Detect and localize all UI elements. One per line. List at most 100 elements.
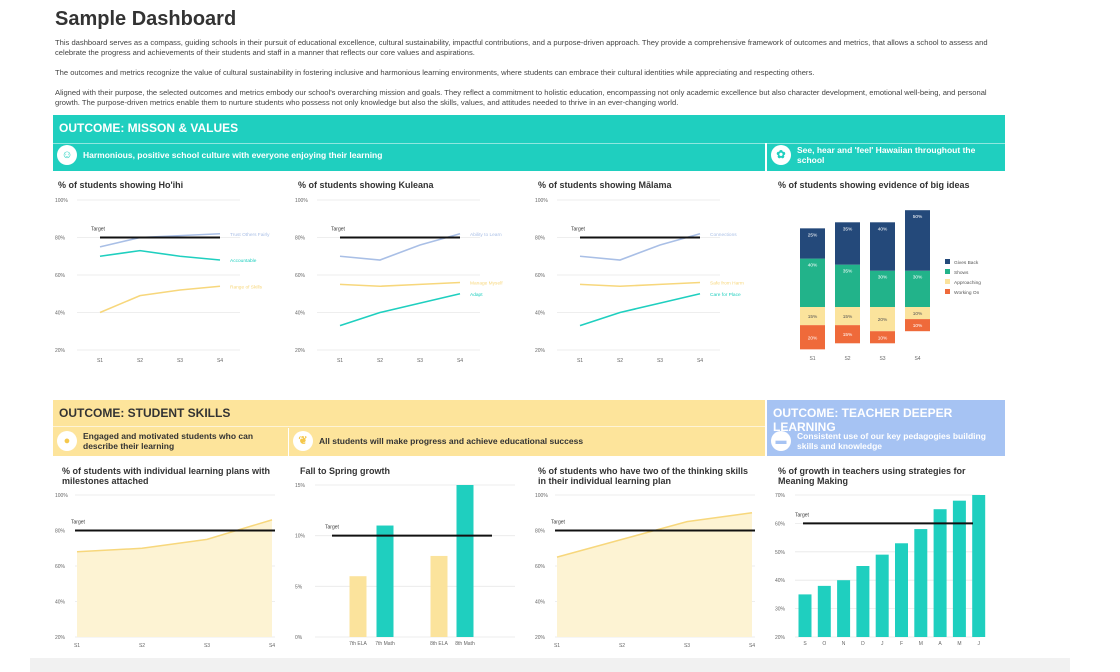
data-label: 15% — [843, 314, 853, 320]
x-tick-label: S2 — [139, 643, 145, 649]
y-tick-label: 0% — [295, 635, 303, 641]
target-label: Target — [551, 520, 566, 526]
x-tick-label: M — [957, 641, 961, 647]
subgoal-text: See, hear and 'feel' Hawaiian throughout… — [797, 145, 976, 165]
x-tick-label: J — [977, 641, 980, 647]
hoihi-chart: 20% 40% 60% 80% 100% Trust Others Fairly Accou… — [55, 198, 270, 364]
data-label: 25% — [808, 232, 818, 238]
y-tick-label: 60% — [535, 564, 546, 570]
y-tick-label: 15% — [295, 483, 306, 489]
x-tick-label: S1 — [554, 643, 560, 649]
bar-segment — [835, 325, 860, 344]
data-label: 10% — [913, 323, 923, 329]
target-label: Target — [571, 227, 586, 233]
subgoal-hawaiian: ✿ See, hear and 'feel' Hawaiian througho… — [771, 145, 1001, 165]
x-tick-label: S1 — [337, 358, 343, 364]
legend-label: Shows — [954, 270, 969, 276]
y-tick-label: 5% — [295, 584, 303, 590]
outcome-teacher-band: OUTCOME: TEACHER DEEPER LEARNING ▬ Consi… — [767, 400, 1005, 456]
data-label: 35% — [843, 269, 853, 275]
chart-title: % of students with individual learning p… — [62, 466, 271, 486]
series-label: Adapt — [470, 292, 483, 298]
y-tick-label: 20% — [55, 635, 66, 641]
intro-paragraph: Aligned with their purpose, the selected… — [55, 88, 987, 107]
x-tick-label: S2 — [137, 358, 143, 364]
bar — [914, 529, 928, 637]
x-tick-label: 8th ELA — [430, 641, 448, 647]
legend-swatch — [945, 269, 950, 274]
x-tick-label: S3 — [684, 643, 690, 649]
y-tick-label: 60% — [775, 521, 786, 527]
bar — [972, 495, 986, 637]
outcome-skills-band: OUTCOME: STUDENT SKILLS ● Engaged and mo… — [53, 400, 765, 456]
data-label: 20% — [878, 317, 888, 323]
y-tick-label: 40% — [535, 600, 546, 606]
series-label: Range of Skills — [230, 284, 263, 290]
data-label: 50% — [913, 214, 923, 220]
x-tick-label: S3 — [417, 358, 423, 364]
x-tick-label: S1 — [577, 358, 583, 364]
bar — [837, 580, 851, 637]
bar — [430, 555, 448, 637]
chart-title: % of students showing evidence of big id… — [778, 180, 970, 190]
bar-segment — [905, 307, 930, 320]
series-label: Trust Others Fairly — [230, 232, 270, 238]
bar-segment — [800, 258, 825, 307]
thinking-chart: 20% 40% 60% 80% 100% Target S1 S2 S3 S4 — [535, 493, 755, 649]
x-tick-label: S3 — [177, 358, 183, 364]
x-tick-label: J — [881, 641, 884, 647]
bar-segment — [800, 307, 825, 326]
subgoal-culture: ☺ Harmonious, positive school culture wi… — [57, 145, 382, 165]
y-tick-label: 60% — [55, 273, 66, 279]
malama-chart: 20% 40% 60% 80% 100% Connections Safe from Har… — [535, 198, 744, 364]
y-tick-label: 10% — [295, 534, 306, 540]
y-tick-label: 40% — [295, 311, 306, 317]
y-tick-label: 50% — [775, 550, 786, 556]
y-tick-label: 20% — [55, 348, 66, 354]
series-line — [579, 292, 701, 327]
bar-segment — [870, 307, 895, 332]
x-tick-label: S2 — [617, 358, 623, 364]
y-tick-label: 30% — [775, 607, 786, 613]
data-label: 40% — [878, 226, 888, 232]
intro-paragraph: The outcomes and metrics recognize the v… — [55, 68, 815, 77]
x-tick-label: S3 — [879, 356, 885, 362]
y-tick-label: 80% — [55, 529, 66, 535]
bar — [933, 509, 947, 637]
sun-icon: ● — [57, 431, 77, 451]
y-tick-label: 40% — [55, 600, 66, 606]
x-tick-label: S2 — [619, 643, 625, 649]
x-tick-label: S1 — [809, 356, 815, 362]
intro-paragraph: This dashboard serves as a compass, guid… — [55, 38, 988, 57]
x-tick-label: A — [938, 641, 942, 647]
bar — [895, 543, 908, 637]
chart-title: % of students showing Kuleana — [298, 180, 434, 190]
chart-title: % of students showing Ho'ihi — [58, 180, 184, 190]
chart-title: % of students who have two of the thinki… — [538, 466, 749, 486]
y-tick-label: 20% — [775, 635, 786, 641]
y-tick-label: 20% — [535, 348, 546, 354]
bar-segment — [835, 264, 860, 307]
subgoal-text: Engaged and motivated students who can d… — [83, 431, 254, 451]
bar — [856, 566, 870, 637]
y-tick-label: 100% — [55, 198, 68, 204]
target-label: Target — [795, 512, 810, 518]
page-title: Sample Dashboard — [55, 8, 237, 30]
x-tick-label: 8th Math — [455, 641, 475, 647]
y-tick-label: 20% — [295, 348, 306, 354]
y-tick-label: 60% — [295, 273, 306, 279]
bar-segment — [905, 210, 930, 271]
bar — [456, 485, 474, 637]
leaf-icon: ❦ — [293, 431, 313, 451]
series-line — [339, 292, 461, 327]
data-label: 35% — [843, 226, 853, 232]
bar — [798, 594, 812, 637]
bar-segment — [800, 325, 825, 350]
series-label: Manage Myself — [470, 281, 503, 287]
x-tick-label: 7th ELA — [349, 641, 367, 647]
target-label: Target — [91, 227, 106, 233]
bar-segment — [835, 307, 860, 326]
y-tick-label: 40% — [775, 578, 786, 584]
subgoal-text: Consistent use of our key pedagogies bui… — [797, 431, 986, 451]
legend-label: Working On — [954, 290, 980, 296]
